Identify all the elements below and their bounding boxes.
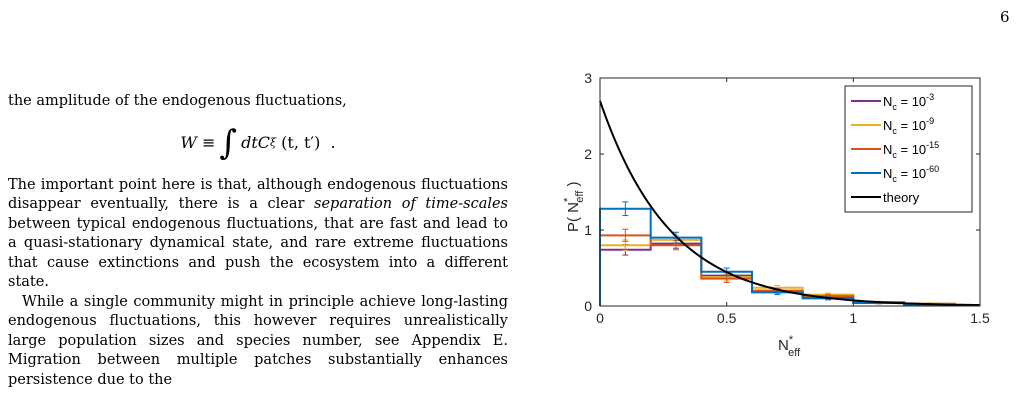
histogram-series-2 (599, 238, 980, 307)
integral-sign: ∫ (219, 122, 238, 163)
legend-entry-3: Nc = 10-15 (883, 140, 939, 160)
equation-args: (t, t′) (281, 132, 321, 152)
equation-period: . (330, 132, 336, 152)
paragraph-1-start: The important point here is that, althou… (8, 176, 508, 213)
y-axis-label: P( N*eff ) (562, 182, 586, 232)
error-bar (622, 228, 629, 242)
y-tick-label: 0 (584, 298, 592, 314)
histogram-figure: 0 0.5 1 1.5 0 1 2 3 Nc = 10-3 Nc = 10-9 Nc = 10-1… (562, 70, 990, 359)
paragraph-2: While a single community might in princi… (8, 293, 508, 388)
axes-frame (599, 77, 981, 307)
x-axis-label: N* eff (778, 334, 801, 359)
histogram-series-1 (599, 242, 980, 307)
legend-entry-5: theory (883, 190, 920, 205)
x-tick-label: 0.5 (717, 310, 737, 326)
equation-integrand: dtC (241, 132, 270, 152)
intro-line: the amplitude of the endogenous fluctuat… (8, 93, 347, 109)
error-bar (622, 201, 629, 217)
equation-subscript: ξ (270, 135, 277, 149)
paragraph-1-emphasis: separation of time-scales (314, 196, 508, 212)
y-tick-label: 2 (584, 146, 592, 162)
axes: 0 0.5 1 1.5 0 1 2 3 (584, 70, 990, 326)
x-tick-label: 1 (849, 310, 857, 326)
legend-entry-1: Nc = 10-3 (883, 92, 934, 112)
paragraph-1: The important point here is that, althou… (8, 176, 508, 293)
text-column: the amplitude of the endogenous fluctuat… (8, 92, 508, 390)
x-tick-label: 0 (596, 310, 604, 326)
y-tick-label: 1 (584, 222, 592, 238)
legend: Nc = 10-3 Nc = 10-9 Nc = 10-15 Nc = 10-60 th… (844, 85, 973, 213)
legend-entry-2: Nc = 10-9 (883, 116, 934, 136)
paragraph-1-end: between typical endogenous fluctuations,… (8, 215, 508, 291)
axis-labels: N* eff P( N*eff ) (562, 182, 801, 359)
y-tick-label: 3 (584, 70, 592, 86)
theory-curve (599, 100, 981, 307)
legend-entry-4: Nc = 10-60 (883, 164, 939, 184)
plot-area (599, 100, 981, 307)
page-number: 6 (1000, 8, 1010, 26)
x-tick-label: 1.5 (970, 310, 990, 326)
equation: W ≡ ∫ dtC ξ (t, t′) . (8, 118, 508, 168)
histogram-series-3 (599, 234, 980, 307)
equation-lhs: W ≡ (180, 132, 216, 152)
